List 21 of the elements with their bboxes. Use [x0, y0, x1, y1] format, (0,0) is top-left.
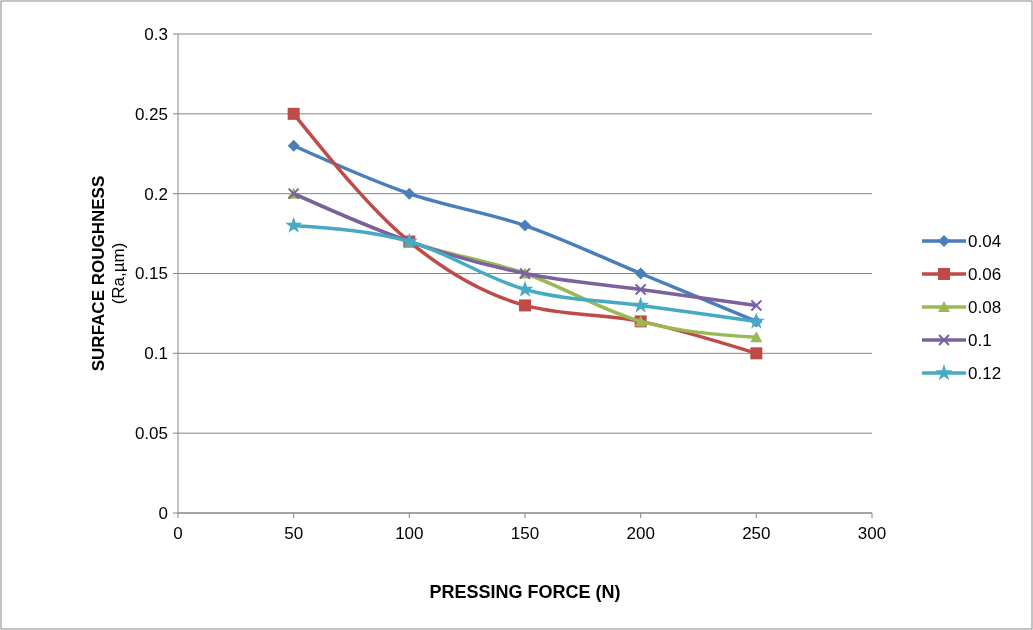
legend-label: 0.04 [968, 231, 1002, 251]
legend-label: 0.1 [968, 330, 992, 350]
y-tick-label: 0.25 [134, 104, 168, 124]
legend-label: 0.08 [968, 297, 1002, 317]
y-tick-label: 0.2 [144, 184, 168, 204]
legend-label: 0.06 [968, 264, 1002, 284]
x-tick-label: 250 [742, 524, 771, 543]
x-tick-label: 0 [173, 524, 183, 543]
y-tick-label: 0.3 [144, 24, 168, 44]
y-tick-label: 0.05 [134, 424, 168, 444]
x-tick-label: 100 [395, 524, 424, 543]
x-tick-label: 300 [857, 524, 887, 543]
x-tick-label: 150 [510, 524, 540, 543]
y-tick-label: 0 [158, 503, 168, 523]
x-tick-label: 50 [284, 524, 304, 543]
x-tick-label: 200 [626, 524, 655, 543]
x-axis-title: PRESSING FORCE (N) [429, 582, 621, 602]
y-tick-label: 0.1 [144, 344, 168, 364]
y-axis-title: SURFACE ROUGHNESS (Ra,µm) [89, 175, 128, 372]
y-tick-label: 0.15 [134, 264, 168, 284]
legend-label: 0.12 [968, 363, 1002, 383]
